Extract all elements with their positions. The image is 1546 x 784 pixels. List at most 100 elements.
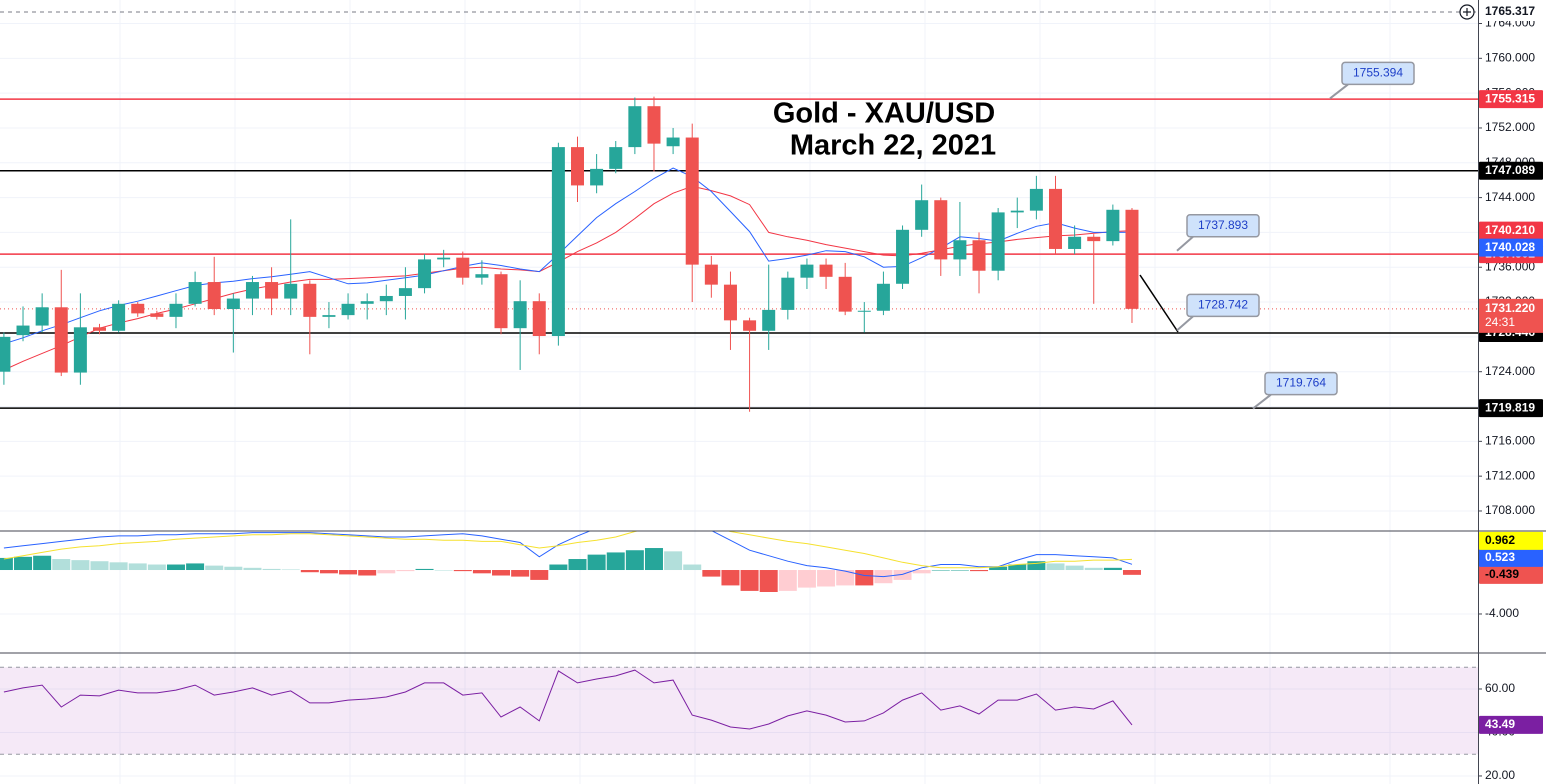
histogram-bar bbox=[205, 565, 224, 571]
candle-body bbox=[723, 284, 737, 321]
candle-body bbox=[150, 313, 164, 317]
candle-body bbox=[1068, 236, 1082, 249]
price-axis: 1708.0001712.0001716.0001720.0001724.000… bbox=[1478, 3, 1543, 782]
histogram-bar bbox=[128, 563, 147, 571]
histogram-bar bbox=[300, 570, 319, 573]
candle-body bbox=[934, 200, 948, 260]
histogram-bar bbox=[721, 570, 740, 586]
histogram-bar bbox=[224, 566, 243, 571]
candle-body bbox=[265, 282, 279, 299]
histogram-bar bbox=[530, 570, 549, 580]
histogram-bar bbox=[358, 570, 377, 576]
histogram-bar bbox=[893, 570, 912, 580]
candle-body bbox=[1087, 236, 1101, 242]
candle-body bbox=[284, 283, 298, 299]
histogram-bar bbox=[797, 570, 816, 588]
callout-box bbox=[1186, 214, 1260, 238]
callout-pointer bbox=[1252, 393, 1272, 410]
candle-body bbox=[494, 274, 508, 329]
histogram-bar bbox=[147, 564, 166, 571]
candle-body bbox=[322, 315, 336, 317]
candle-body bbox=[398, 288, 412, 296]
histogram-bar bbox=[377, 570, 396, 574]
candle-body bbox=[762, 309, 776, 331]
level-label: 1765.317 bbox=[1485, 4, 1535, 18]
rsi-band bbox=[0, 667, 1478, 755]
level-label-box bbox=[1479, 161, 1543, 180]
histogram-bar bbox=[14, 556, 33, 571]
histogram-bar bbox=[52, 559, 71, 571]
candle-body bbox=[437, 257, 451, 260]
candle-body bbox=[112, 303, 126, 331]
add-button[interactable] bbox=[1459, 4, 1475, 20]
histogram-bar bbox=[186, 563, 205, 571]
candle-body bbox=[1049, 188, 1062, 249]
candle-body bbox=[666, 137, 680, 147]
candle-body bbox=[551, 147, 565, 337]
trend-arrow bbox=[1139, 274, 1179, 333]
candle-body bbox=[896, 229, 910, 284]
rsi-label: 43.49 bbox=[1485, 717, 1515, 731]
ma-label: 1740.028 bbox=[1485, 240, 1535, 254]
histogram-bar bbox=[511, 570, 530, 577]
histogram-bar bbox=[836, 570, 855, 586]
histogram-bar bbox=[664, 551, 683, 571]
ma-label-box bbox=[1479, 238, 1543, 257]
histogram-bar bbox=[453, 570, 472, 572]
candle-body bbox=[857, 310, 871, 312]
candle-body bbox=[188, 282, 202, 304]
histogram-bar bbox=[33, 555, 52, 571]
histogram-bar bbox=[1103, 567, 1122, 571]
histogram-bar bbox=[587, 554, 606, 571]
level-label: 1719.819 bbox=[1485, 400, 1535, 414]
candle-body bbox=[915, 200, 929, 230]
price-panel bbox=[0, 11, 1478, 412]
last-price-box bbox=[1479, 298, 1543, 333]
y-tick-label: 1744.000 bbox=[1485, 190, 1535, 204]
y-tick-label: 1752.000 bbox=[1485, 120, 1535, 134]
histogram-bar bbox=[243, 567, 262, 571]
histogram-bar bbox=[1008, 564, 1027, 571]
candle-body bbox=[571, 147, 584, 186]
histogram-bar bbox=[740, 570, 759, 591]
histogram-bar bbox=[644, 548, 663, 571]
histogram-bar bbox=[950, 570, 969, 571]
histogram-bar bbox=[109, 562, 128, 571]
indicator-label: -0.439 bbox=[1485, 567, 1519, 581]
macd-line bbox=[3, 531, 1133, 578]
candle-body bbox=[781, 277, 795, 310]
candle-body bbox=[838, 276, 852, 312]
candle-body bbox=[513, 301, 527, 329]
histogram-bar bbox=[989, 566, 1008, 571]
histogram-bar bbox=[492, 570, 511, 576]
y-tick-label: 1716.000 bbox=[1485, 434, 1535, 448]
y-tick-label: 1724.000 bbox=[1485, 364, 1535, 378]
ma-label: 1740.210 bbox=[1485, 223, 1535, 237]
callout-pointer bbox=[1176, 236, 1194, 252]
last-price-label: 1731.220 bbox=[1485, 301, 1535, 315]
histogram-bar bbox=[970, 570, 989, 572]
histogram-bar bbox=[415, 568, 434, 571]
callout-pointer bbox=[1176, 315, 1194, 332]
chart-title: Gold - XAU/USD bbox=[773, 98, 995, 130]
candle-body bbox=[93, 327, 106, 331]
candle-body bbox=[609, 147, 623, 169]
indicator-label-box bbox=[1479, 531, 1543, 550]
y-tick-label: 1760.000 bbox=[1485, 50, 1535, 64]
histogram-bar bbox=[1084, 567, 1103, 571]
callout-label: 1755.394 bbox=[1353, 66, 1403, 80]
histogram-bar bbox=[625, 550, 644, 571]
annotations: 1755.394 1737.893 1728.742 1719.764 bbox=[1176, 61, 1415, 410]
level-label-box bbox=[1479, 399, 1543, 418]
candle-body bbox=[953, 240, 967, 260]
candle-body bbox=[379, 295, 393, 302]
histogram-bar bbox=[339, 570, 358, 575]
ma-label-box bbox=[1479, 221, 1543, 240]
histogram-bar bbox=[472, 570, 491, 574]
level-label-box bbox=[1479, 3, 1543, 22]
histogram-bar bbox=[568, 559, 587, 571]
rsi-line bbox=[3, 669, 1133, 730]
rsi-panel bbox=[0, 666, 1478, 755]
histogram-bar bbox=[262, 568, 281, 571]
